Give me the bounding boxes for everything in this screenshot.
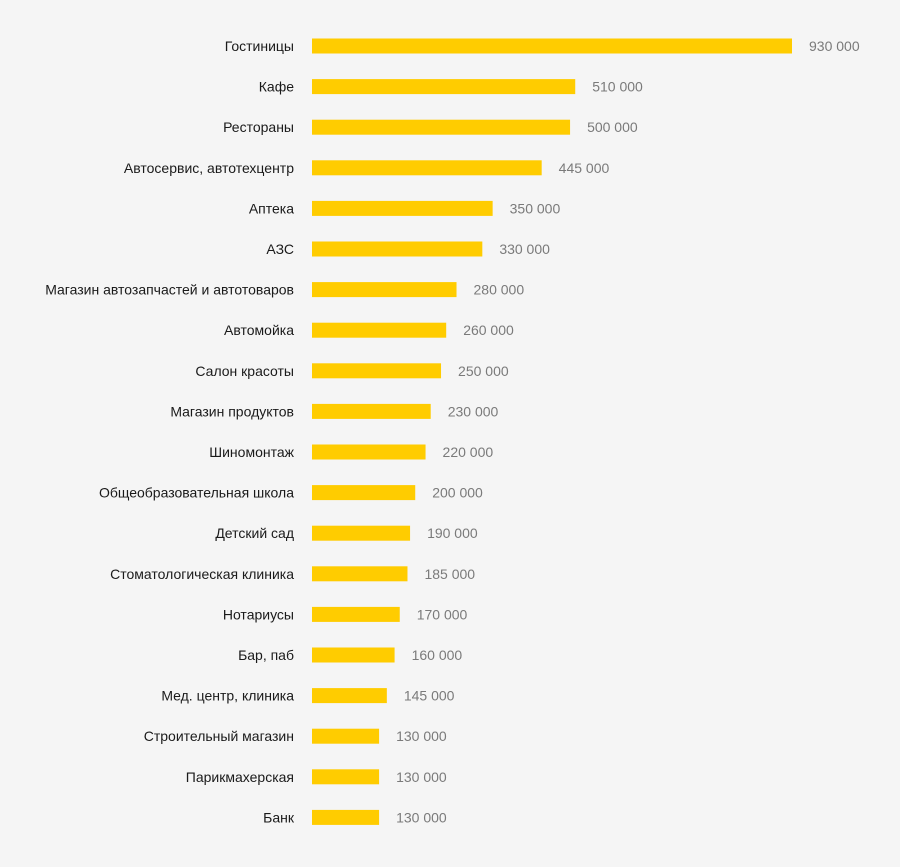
value-label: 500 000 xyxy=(587,119,638,135)
value-label: 200 000 xyxy=(432,485,483,501)
bar xyxy=(312,160,542,176)
category-label: Рестораны xyxy=(223,119,294,135)
bar xyxy=(312,688,387,704)
bar xyxy=(312,322,447,338)
category-label: Автосервис, автотехцентр xyxy=(124,160,294,176)
bar-row: Детский сад 190 000 xyxy=(215,525,478,541)
bar xyxy=(312,525,411,541)
category-label: Стоматологическая клиника xyxy=(110,566,294,582)
bar xyxy=(312,119,571,135)
bar xyxy=(312,485,416,501)
value-label: 185 000 xyxy=(424,566,475,582)
bar-row: Строительный магазин 130 000 xyxy=(144,728,447,744)
category-label: Аптека xyxy=(249,200,294,216)
category-label: Кафе xyxy=(259,79,294,95)
value-label: 190 000 xyxy=(427,525,478,541)
category-label: Гостиницы xyxy=(225,38,294,54)
category-label: Магазин продуктов xyxy=(170,403,294,419)
bar-row: Нотариусы 170 000 xyxy=(223,606,468,622)
category-label: Автомойка xyxy=(224,322,294,338)
bar xyxy=(312,403,431,419)
bar xyxy=(312,79,576,95)
bar xyxy=(312,38,792,54)
bar xyxy=(312,809,380,825)
category-label: Детский сад xyxy=(215,525,294,541)
value-label: 930 000 xyxy=(809,38,860,54)
bar-row: Салон красоты 250 000 xyxy=(195,363,508,379)
bar-row: Банк 130 000 xyxy=(263,809,447,825)
category-label: Нотариусы xyxy=(223,606,294,622)
category-label: Мед. центр, клиника xyxy=(161,688,294,704)
bar-row: Аптека 350 000 xyxy=(249,200,561,216)
bar xyxy=(312,200,493,216)
value-label: 330 000 xyxy=(499,241,550,257)
value-label: 510 000 xyxy=(592,79,643,95)
bar-row: Парикмахерская 130 000 xyxy=(186,769,447,785)
bar-row: Бар, паб 160 000 xyxy=(238,647,462,663)
category-label: Шиномонтаж xyxy=(209,444,294,460)
bar-row: Общеобразовательная школа 200 000 xyxy=(99,485,483,501)
bar xyxy=(312,647,395,663)
bar xyxy=(312,728,380,744)
value-label: 230 000 xyxy=(448,403,499,419)
value-label: 350 000 xyxy=(510,200,561,216)
bar-row: Мед. центр, клиника 145 000 xyxy=(161,688,454,704)
bar xyxy=(312,566,408,582)
value-label: 130 000 xyxy=(396,728,447,744)
bar xyxy=(312,241,483,257)
category-label: АЗС xyxy=(266,241,294,257)
bar xyxy=(312,282,457,298)
category-label: Бар, паб xyxy=(238,647,294,663)
bar-row: Шиномонтаж 220 000 xyxy=(209,444,493,460)
category-label: Общеобразовательная школа xyxy=(99,485,294,501)
category-label: Строительный магазин xyxy=(144,728,294,744)
value-label: 130 000 xyxy=(396,809,447,825)
value-label: 160 000 xyxy=(412,647,463,663)
bar xyxy=(312,363,442,379)
bar xyxy=(312,444,426,460)
bar-row: Автосервис, автотехцентр 445 000 xyxy=(124,160,610,176)
bar-row: Кафе 510 000 xyxy=(259,79,643,95)
value-label: 170 000 xyxy=(417,606,468,622)
value-label: 445 000 xyxy=(559,160,610,176)
value-label: 130 000 xyxy=(396,769,447,785)
bar-row: АЗС 330 000 xyxy=(266,241,550,257)
value-label: 250 000 xyxy=(458,363,509,379)
bar-row: Магазин автозапчастей и автотоваров 280 0… xyxy=(45,282,524,298)
bar-row: Автомойка 260 000 xyxy=(224,322,514,338)
value-label: 260 000 xyxy=(463,322,514,338)
value-label: 220 000 xyxy=(443,444,494,460)
category-label: Магазин автозапчастей и автотоваров xyxy=(45,282,294,298)
bar xyxy=(312,769,380,785)
category-label: Салон красоты xyxy=(195,363,294,379)
bar-row: Рестораны 500 000 xyxy=(223,119,638,135)
value-label: 145 000 xyxy=(404,688,455,704)
bar-row: Магазин продуктов 230 000 xyxy=(170,403,498,419)
category-label: Банк xyxy=(263,809,295,825)
bar-row: Гостиницы 930 000 xyxy=(225,38,860,54)
bar xyxy=(312,606,400,622)
category-label: Парикмахерская xyxy=(186,769,294,785)
value-label: 280 000 xyxy=(474,282,525,298)
bar-row: Стоматологическая клиника 185 000 xyxy=(110,566,475,582)
